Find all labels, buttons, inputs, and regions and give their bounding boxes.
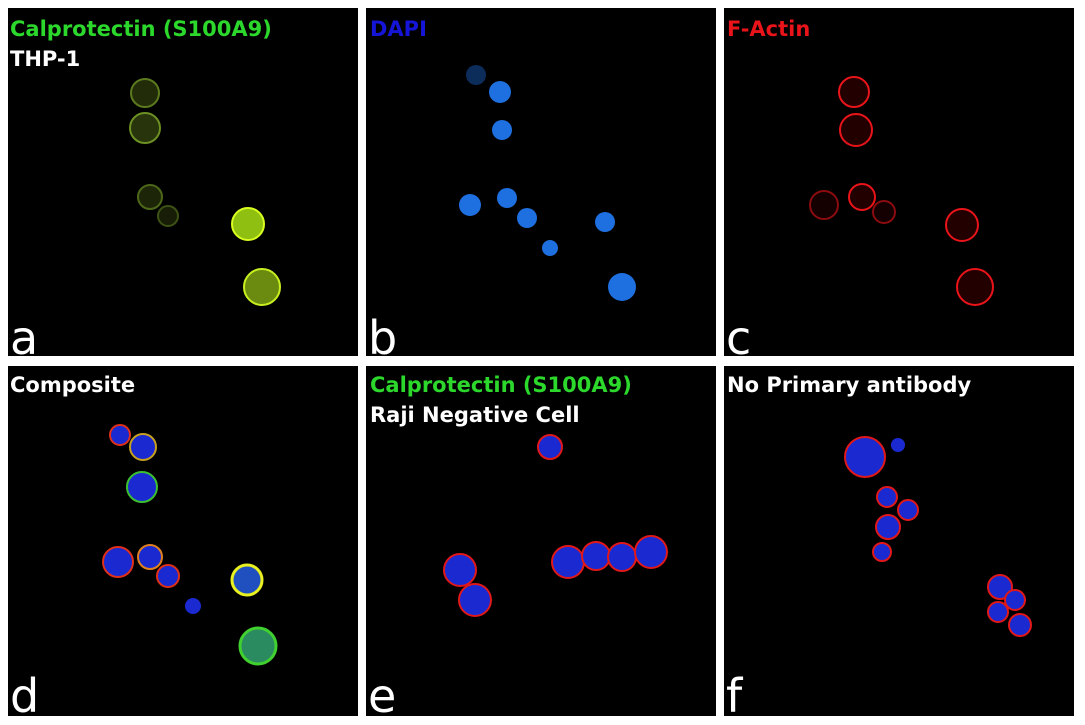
- cells-composite: [102, 424, 278, 666]
- cells-green: [129, 78, 281, 306]
- panel-f: [724, 366, 1074, 716]
- panel-c: [724, 8, 1074, 356]
- panel-letter: b: [368, 311, 397, 365]
- panel-subtitle: THP-1: [10, 47, 80, 71]
- panel-letter: e: [368, 669, 396, 723]
- panel-title: DAPI: [370, 17, 427, 41]
- cells-blue: [459, 65, 636, 301]
- cells-no-primary: [844, 436, 1032, 637]
- panel-letter: d: [10, 669, 39, 723]
- panel-title: F-Actin: [727, 17, 810, 41]
- panel-title: Composite: [10, 373, 135, 397]
- panel-title: Calprotectin (S100A9): [370, 373, 632, 397]
- cells-red: [809, 76, 994, 306]
- cells-raji: [443, 434, 668, 617]
- panel-a: [8, 8, 358, 356]
- panel-letter: f: [726, 669, 744, 723]
- panel-d: [8, 366, 358, 716]
- panel-title: Calprotectin (S100A9): [10, 17, 272, 41]
- panel-title: No Primary antibody: [727, 373, 972, 397]
- panel-letter: a: [10, 311, 38, 365]
- panel-subtitle: Raji Negative Cell: [370, 403, 580, 427]
- panel-b: [366, 8, 716, 356]
- panel-letter: c: [726, 311, 751, 365]
